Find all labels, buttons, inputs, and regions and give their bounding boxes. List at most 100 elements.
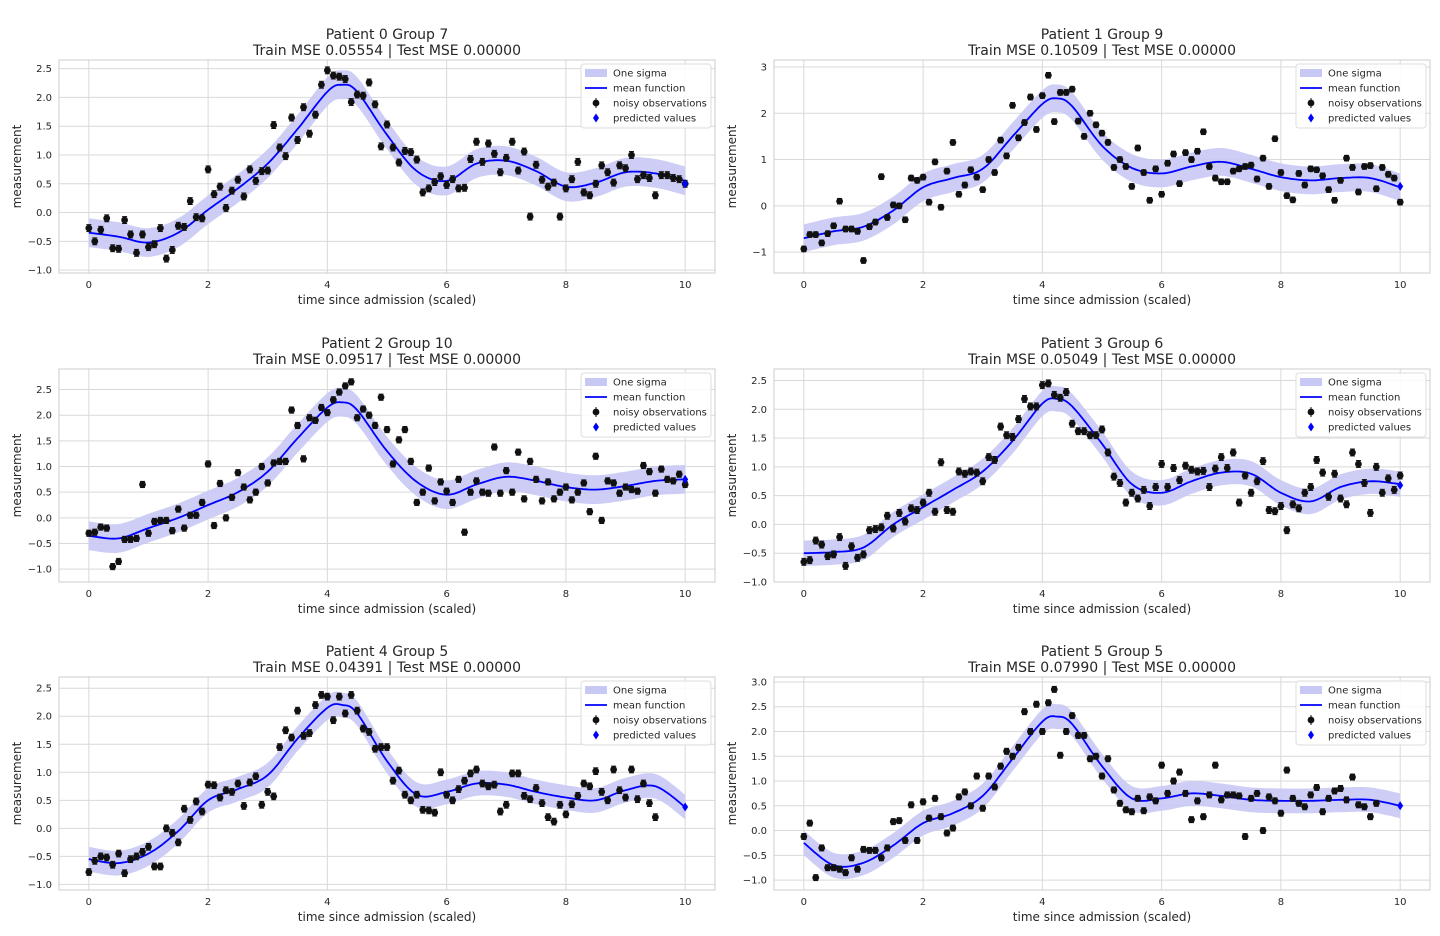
observation-point [1253, 789, 1261, 797]
observation-point [848, 225, 855, 233]
observation-marker [1271, 135, 1279, 143]
observation-marker [883, 844, 891, 852]
observation-marker [1229, 791, 1237, 799]
observation-marker [246, 778, 254, 786]
x-tick-label: 10 [679, 280, 692, 291]
observation-point [973, 468, 981, 477]
x-tick-label: 10 [679, 897, 692, 908]
observation-point [300, 731, 307, 740]
observation-point [1098, 425, 1106, 434]
x-tick-label: 4 [1039, 897, 1045, 908]
observation-marker [204, 165, 212, 173]
observation-marker [913, 506, 921, 514]
observation-marker [985, 453, 993, 461]
y-tick-label: 0.5 [36, 488, 52, 499]
observation-marker [306, 130, 313, 138]
observation-marker [502, 467, 510, 475]
observation-marker [145, 529, 152, 537]
observation-point [877, 173, 885, 181]
observation-point [622, 483, 629, 491]
observation-marker [300, 732, 307, 740]
observation-marker [622, 794, 629, 801]
observation-marker [168, 527, 176, 535]
observation-marker [806, 819, 814, 827]
observation-marker [312, 111, 319, 119]
observation-point [889, 201, 897, 209]
observation-marker [568, 175, 576, 183]
x-tick-label: 10 [679, 589, 692, 600]
y-tick-label: 2 [761, 109, 767, 120]
y-tick-label: 0.5 [751, 491, 767, 502]
observation-marker [979, 477, 987, 485]
legend-label: predicted values [1328, 114, 1411, 125]
observation-marker [937, 203, 945, 211]
legend-swatch-observation [592, 408, 600, 416]
observation-point [449, 498, 456, 507]
observation-point [174, 505, 182, 513]
observation-marker [1325, 186, 1333, 194]
observation-marker [186, 816, 194, 824]
observation-marker [377, 743, 385, 751]
legend-swatch-predicted [1308, 422, 1314, 432]
observation-point [991, 456, 999, 464]
observation-point [395, 436, 403, 444]
x-tick-label: 10 [1394, 589, 1407, 600]
observation-point [1015, 134, 1022, 142]
observation-point [1313, 783, 1321, 791]
observation-point [800, 245, 808, 253]
legend-label: noisy observations [1328, 716, 1422, 727]
observation-marker [949, 139, 957, 146]
observation-point [312, 416, 319, 424]
observation-point [1307, 165, 1315, 173]
observation-point [1050, 390, 1058, 399]
observation-point [425, 464, 433, 472]
observation-marker [1158, 761, 1166, 769]
observation-marker [604, 477, 612, 485]
observation-marker [425, 184, 433, 192]
observation-point [895, 817, 903, 825]
observation-point [1223, 791, 1231, 799]
observation-marker [270, 121, 278, 129]
observation-point [198, 498, 206, 507]
observation-marker [1122, 163, 1130, 170]
observation-marker [568, 496, 576, 504]
legend-label: noisy observations [613, 716, 707, 727]
y-tick-label: 1.0 [36, 768, 52, 779]
observation-point [1366, 162, 1374, 169]
observation-marker [395, 159, 403, 166]
observation-marker [341, 75, 349, 83]
observation-marker [949, 508, 957, 516]
y-tick-label: 2.0 [36, 93, 52, 104]
observation-marker [353, 414, 361, 422]
observation-marker [550, 818, 558, 826]
observation-marker [1265, 506, 1273, 514]
observation-marker [1015, 134, 1022, 142]
observation-point [1229, 448, 1237, 457]
observation-marker [288, 114, 295, 121]
observation-marker [186, 197, 194, 205]
observation-marker [812, 874, 820, 882]
observation-marker [830, 550, 838, 558]
observation-marker [1253, 175, 1261, 183]
observation-marker [991, 456, 999, 464]
observation-point [1313, 456, 1321, 464]
observation-marker [1038, 381, 1046, 389]
observation-marker [109, 861, 117, 869]
observation-point [228, 186, 236, 195]
observation-point [395, 158, 403, 167]
observation-point [651, 489, 659, 497]
observation-point [1003, 152, 1010, 160]
observation-point [854, 865, 861, 873]
observation-point [1235, 165, 1243, 173]
observation-point [1092, 121, 1100, 129]
observation-marker [115, 245, 123, 253]
observation-point [979, 804, 987, 812]
observation-point [186, 511, 194, 519]
legend: One sigma mean function noisy observations… [580, 680, 712, 746]
observation-marker [1188, 156, 1195, 163]
observation-point [1128, 808, 1136, 816]
observation-marker [97, 523, 105, 531]
observation-marker [490, 150, 498, 158]
observation-point [925, 198, 933, 206]
observation-marker [419, 488, 427, 496]
